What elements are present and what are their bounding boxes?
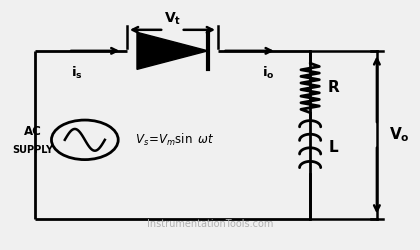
Text: $\mathbf{i_s}$: $\mathbf{i_s}$ xyxy=(71,65,82,81)
Text: SUPPLY: SUPPLY xyxy=(12,145,53,155)
Text: L: L xyxy=(328,140,338,155)
Text: $\mathbf{V_t}$: $\mathbf{V_t}$ xyxy=(164,10,181,27)
Text: AC: AC xyxy=(24,125,42,138)
Text: $\mathbf{i_o}$: $\mathbf{i_o}$ xyxy=(262,65,275,81)
Text: $\mathbf{V_o}$: $\mathbf{V_o}$ xyxy=(389,126,410,144)
Text: $V_s\!=\!V_m\sin\ \omega t$: $V_s\!=\!V_m\sin\ \omega t$ xyxy=(135,132,214,148)
Polygon shape xyxy=(137,32,208,69)
Text: R: R xyxy=(327,80,339,96)
Text: InstrumentationTools.com: InstrumentationTools.com xyxy=(147,219,273,229)
